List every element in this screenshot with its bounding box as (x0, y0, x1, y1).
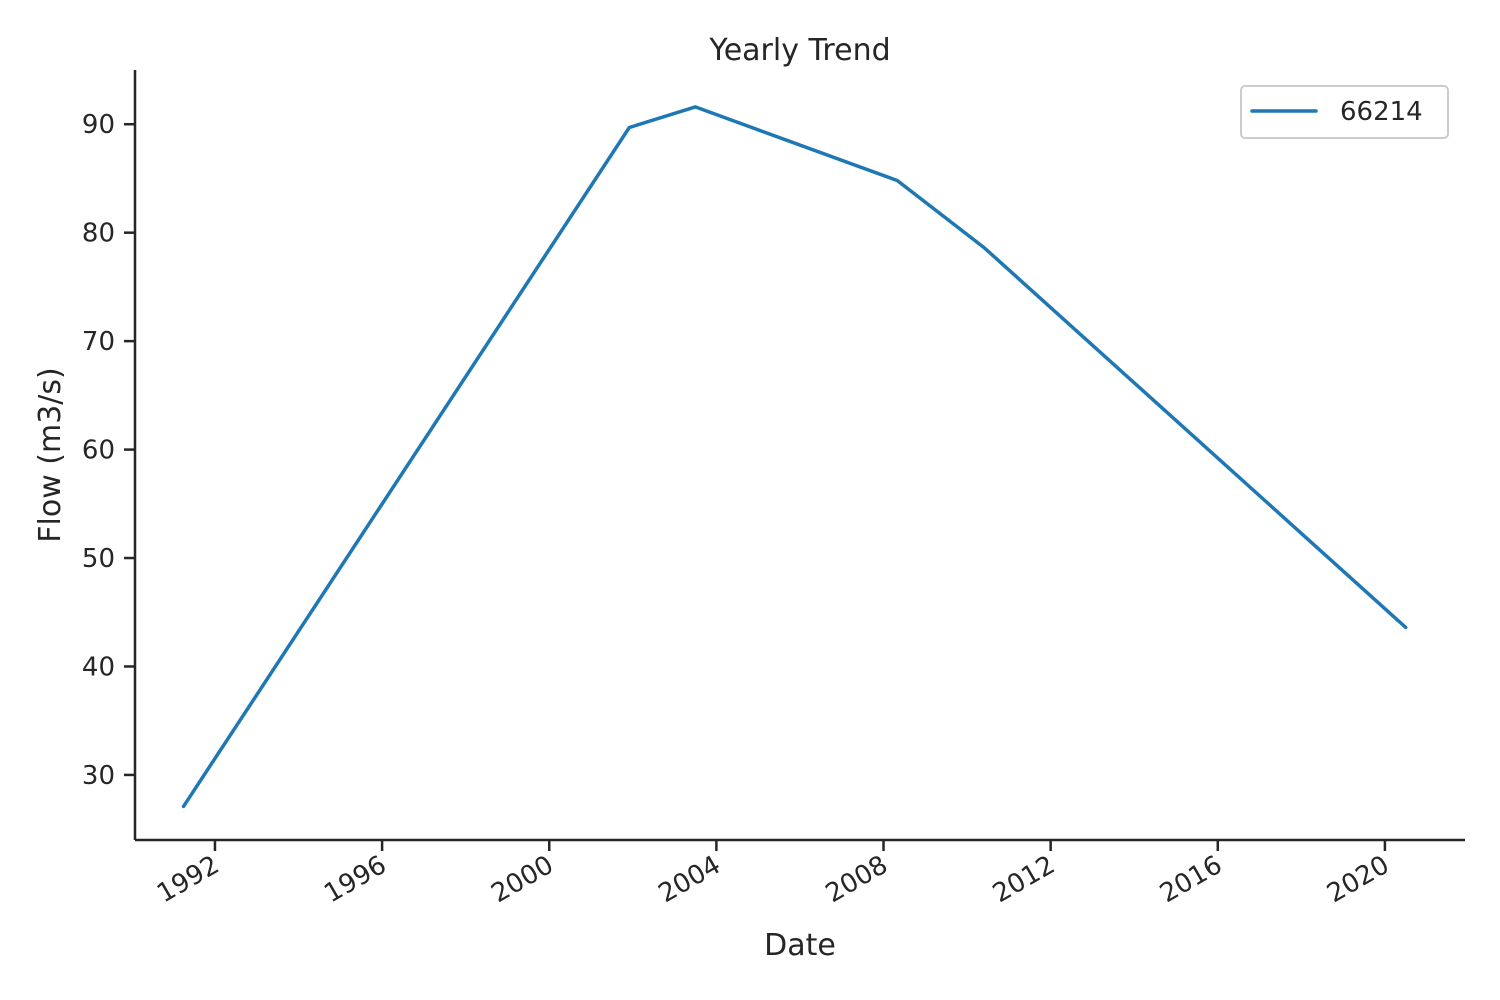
y-tick-label: 30 (82, 761, 115, 791)
legend-box (1240, 85, 1449, 139)
legend-label-66214: 66214 (1340, 97, 1423, 127)
legend: 66214 (1240, 85, 1449, 139)
series-line-66214 (181, 105, 1408, 809)
chart-title: Yearly Trend (708, 33, 890, 68)
x-tick-label: 1992 (152, 850, 224, 909)
y-tick-label: 50 (82, 544, 115, 574)
x-tick-label: 2004 (654, 850, 726, 909)
y-axis-ticks: 30 40 50 60 70 80 90 (82, 110, 135, 791)
y-tick-label: 60 (82, 436, 115, 466)
x-axis-title: Date (764, 928, 836, 963)
y-tick-label: 40 (82, 652, 115, 682)
plot-area (181, 105, 1408, 809)
x-tick-label: 2016 (1155, 850, 1227, 909)
y-tick-label: 80 (82, 219, 115, 249)
x-tick-label: 2020 (1322, 850, 1394, 909)
x-tick-label: 2000 (486, 850, 558, 909)
y-tick-label: 90 (82, 110, 115, 140)
x-tick-label: 2008 (821, 850, 893, 909)
x-tick-label: 2012 (988, 850, 1060, 909)
x-axis-ticks: 1992 1996 2000 2004 2008 2012 2016 2020 (152, 840, 1394, 909)
y-axis-title: Flow (m3/s) (33, 367, 68, 542)
y-tick-label: 70 (82, 327, 115, 357)
x-tick-label: 1996 (319, 850, 391, 909)
